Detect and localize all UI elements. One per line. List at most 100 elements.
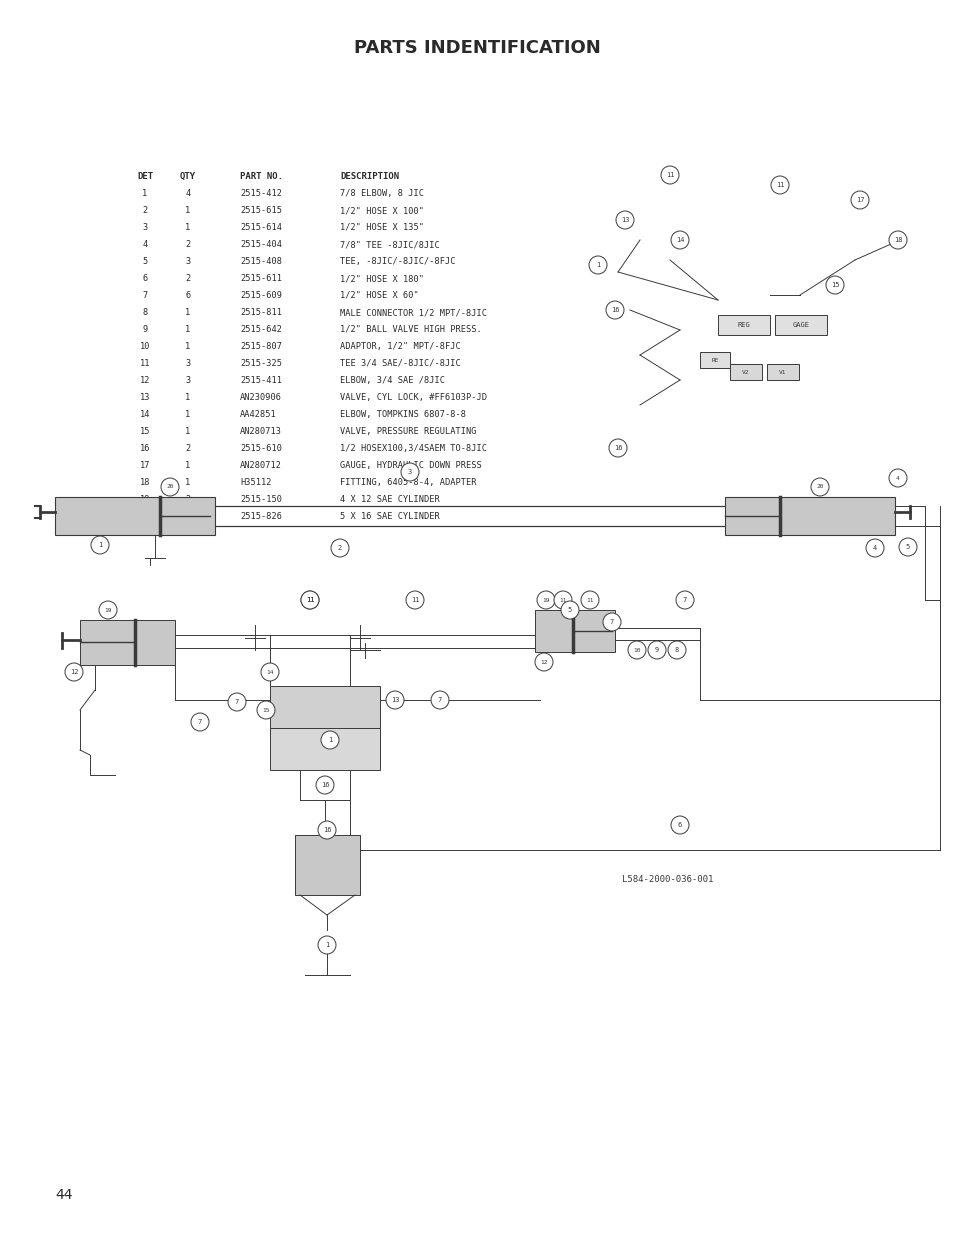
Text: 1: 1 (596, 262, 599, 268)
Text: PARTS INDENTIFICATION: PARTS INDENTIFICATION (354, 40, 599, 57)
Circle shape (261, 663, 278, 680)
Text: 1: 1 (325, 942, 329, 948)
Text: 1: 1 (185, 478, 191, 487)
Text: 18: 18 (139, 478, 150, 487)
Text: 2515-811: 2515-811 (240, 308, 282, 317)
Text: 3: 3 (185, 257, 191, 266)
Circle shape (91, 536, 109, 555)
Text: DESCRIPTION: DESCRIPTION (339, 172, 398, 182)
Circle shape (670, 816, 688, 834)
Circle shape (331, 538, 349, 557)
Text: 1: 1 (185, 410, 191, 419)
Text: 2: 2 (185, 513, 191, 521)
Text: 4: 4 (872, 545, 876, 551)
Circle shape (667, 641, 685, 659)
Circle shape (301, 592, 318, 609)
Text: 2515-642: 2515-642 (240, 325, 282, 333)
Text: 2515-150: 2515-150 (240, 495, 282, 504)
Text: 5: 5 (905, 543, 909, 550)
Text: 1: 1 (185, 427, 191, 436)
Text: 14: 14 (139, 410, 150, 419)
Text: 4: 4 (142, 240, 148, 249)
Circle shape (898, 538, 916, 556)
Text: ADAPTOR, 1/2" MPT/-8FJC: ADAPTOR, 1/2" MPT/-8FJC (339, 342, 460, 351)
Text: 1: 1 (185, 224, 191, 232)
Circle shape (810, 478, 828, 496)
Text: 2515-610: 2515-610 (240, 445, 282, 453)
Text: 3: 3 (142, 224, 148, 232)
Circle shape (320, 731, 338, 748)
Text: 2: 2 (185, 495, 191, 504)
Text: 11: 11 (775, 182, 783, 188)
Text: AN230906: AN230906 (240, 393, 282, 403)
Text: 2515-404: 2515-404 (240, 240, 282, 249)
Circle shape (161, 478, 179, 496)
Circle shape (850, 191, 868, 209)
Text: 16: 16 (139, 445, 150, 453)
Circle shape (65, 663, 83, 680)
Text: 7: 7 (609, 619, 614, 625)
Circle shape (616, 211, 634, 228)
Text: 15: 15 (262, 708, 270, 713)
Text: 11: 11 (305, 597, 314, 603)
Text: 5: 5 (142, 257, 148, 266)
Text: AN280712: AN280712 (240, 461, 282, 471)
Circle shape (228, 693, 246, 711)
Circle shape (588, 256, 606, 274)
Circle shape (99, 601, 117, 619)
Text: 2: 2 (142, 206, 148, 215)
Text: 3: 3 (185, 359, 191, 368)
Circle shape (400, 463, 418, 480)
Text: 7: 7 (234, 699, 239, 705)
Text: 1/2" HOSE X 180": 1/2" HOSE X 180" (339, 274, 423, 283)
Text: 18: 18 (893, 237, 902, 243)
Bar (80, 620, 174, 664)
Text: VALVE, CYL LOCK, #FF6103P-JD: VALVE, CYL LOCK, #FF6103P-JD (339, 393, 486, 403)
Text: 6: 6 (142, 274, 148, 283)
Text: 6: 6 (185, 291, 191, 300)
Text: ELBOW, 3/4 SAE /8JIC: ELBOW, 3/4 SAE /8JIC (339, 375, 444, 385)
Text: QTY: QTY (180, 172, 196, 182)
Text: 17: 17 (139, 461, 150, 471)
Circle shape (317, 821, 335, 839)
Text: FITTING, 6405-8-4, ADAPTER: FITTING, 6405-8-4, ADAPTER (339, 478, 476, 487)
Text: 2515-615: 2515-615 (240, 206, 282, 215)
Text: V2: V2 (741, 369, 749, 374)
Circle shape (301, 592, 318, 609)
Text: 1: 1 (185, 461, 191, 471)
Text: 2515-807: 2515-807 (240, 342, 282, 351)
Bar (718, 315, 769, 335)
Text: 19: 19 (104, 608, 112, 613)
Text: 20: 20 (139, 513, 150, 521)
Text: 15: 15 (830, 282, 839, 288)
Bar (55, 496, 214, 535)
Text: 12: 12 (139, 375, 150, 385)
Text: 2515-325: 2515-325 (240, 359, 282, 368)
Text: 1: 1 (142, 189, 148, 198)
Text: GAGE: GAGE (792, 322, 809, 329)
Text: 2515-611: 2515-611 (240, 274, 282, 283)
Text: 20: 20 (166, 484, 173, 489)
Text: 14: 14 (675, 237, 683, 243)
Text: 44: 44 (55, 1188, 72, 1202)
Text: 9: 9 (142, 325, 148, 333)
Circle shape (825, 275, 843, 294)
Circle shape (580, 592, 598, 609)
Text: 17: 17 (855, 198, 863, 203)
Text: 4: 4 (185, 189, 191, 198)
Text: 11: 11 (586, 598, 593, 603)
Text: 13: 13 (391, 697, 399, 703)
Text: 1/2" HOSE X 100": 1/2" HOSE X 100" (339, 206, 423, 215)
Bar (729, 364, 761, 380)
Text: 2515-609: 2515-609 (240, 291, 282, 300)
Text: 11: 11 (665, 172, 674, 178)
Text: 11: 11 (139, 359, 150, 368)
Circle shape (608, 438, 626, 457)
Text: 13: 13 (139, 393, 150, 403)
Circle shape (317, 936, 335, 953)
Circle shape (406, 592, 423, 609)
Text: 1: 1 (185, 342, 191, 351)
Text: 19: 19 (139, 495, 150, 504)
Circle shape (865, 538, 883, 557)
Text: 3: 3 (408, 469, 412, 475)
